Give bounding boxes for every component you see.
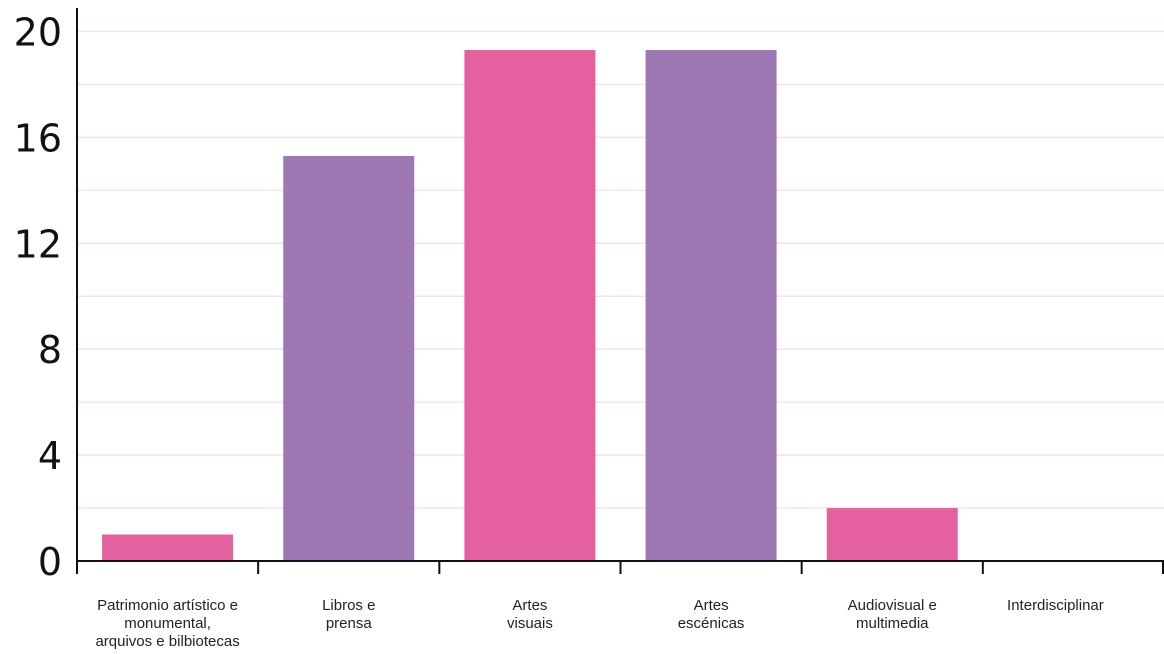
x-tick-label: Libros e prensa [322, 597, 375, 632]
x-tick-label: Patrimonio artístico e monumental, arquivo… [95, 597, 239, 650]
x-tick-labels: Patrimonio artístico e monumental, arquivo… [95, 597, 1103, 650]
x-tick-label: Artes escénicas [678, 597, 745, 632]
y-tick-label: 20 [14, 11, 62, 55]
axes [76, 8, 1164, 574]
bar [645, 50, 777, 561]
y-tick-label: 16 [14, 116, 62, 160]
bar [283, 155, 415, 561]
bar [102, 534, 234, 561]
y-tick-label: 12 [14, 222, 62, 266]
grid-lines [77, 30, 1164, 509]
x-tick-label: Interdisciplinar [1007, 597, 1104, 614]
bar [464, 50, 596, 561]
bar [826, 508, 958, 561]
x-tick-label: Artes visuais [507, 597, 553, 632]
bars [102, 50, 958, 561]
y-tick-label: 0 [38, 540, 62, 584]
x-tick-label: Audiovisual e multimedia [848, 597, 937, 632]
y-tick-labels: 0 4 8 12 16 20 [14, 11, 62, 585]
y-tick-label: 4 [38, 434, 62, 478]
y-tick-label: 8 [38, 328, 62, 372]
